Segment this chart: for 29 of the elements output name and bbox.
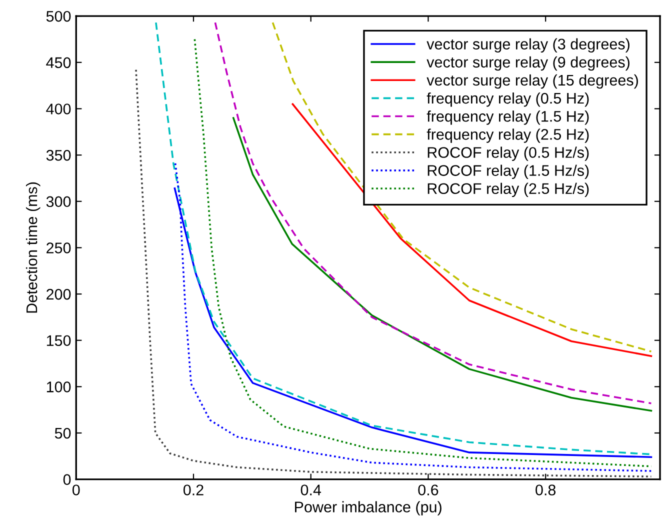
line-series (214, 22, 652, 404)
y-tick-label: 50 (54, 428, 71, 439)
y-tick-label: 150 (46, 335, 71, 346)
x-tick-label: 0.4 (300, 484, 322, 496)
y-tick-label: 100 (46, 382, 71, 392)
y-tick-label: 350 (46, 150, 71, 161)
x-axis-title: Power imbalance (pu) (295, 501, 442, 516)
y-tick-label: 200 (46, 288, 71, 300)
x-tick-label: 0.6 (418, 484, 438, 496)
legend-label: vector surge relay (9 degrees) (426, 56, 630, 71)
y-tick-label: 400 (46, 104, 71, 114)
legend-label: vector surge relay (15 degrees) (426, 74, 638, 89)
y-tick-label: 450 (46, 57, 71, 68)
legend-label: ROCOF relay (1.5 Hz/s) (428, 164, 589, 179)
y-tick-label: 500 (46, 10, 71, 22)
legend-label: ROCOF relay (2.5 Hz/s) (428, 182, 589, 198)
legend-label: frequency relay (2.5 Hz) (426, 128, 589, 143)
x-tick-label: 0.2 (183, 484, 204, 496)
y-axis-title: Detection time (ms) (26, 182, 40, 313)
x-tick-label: 0 (72, 484, 80, 496)
y-tick-label: 250 (46, 242, 71, 254)
legend-label: ROCOF relay (0.5 Hz/s) (428, 146, 589, 161)
legend-label: vector surge relay (3 degrees) (426, 38, 630, 53)
x-tick-label: 0.8 (536, 484, 556, 496)
legend-label: frequency relay (1.5 Hz) (426, 110, 589, 125)
y-tick-label: 0 (63, 474, 71, 485)
y-tick-label: 300 (46, 196, 71, 208)
legend-label: frequency relay (0.5 Hz) (426, 92, 589, 107)
line-series (272, 22, 652, 352)
